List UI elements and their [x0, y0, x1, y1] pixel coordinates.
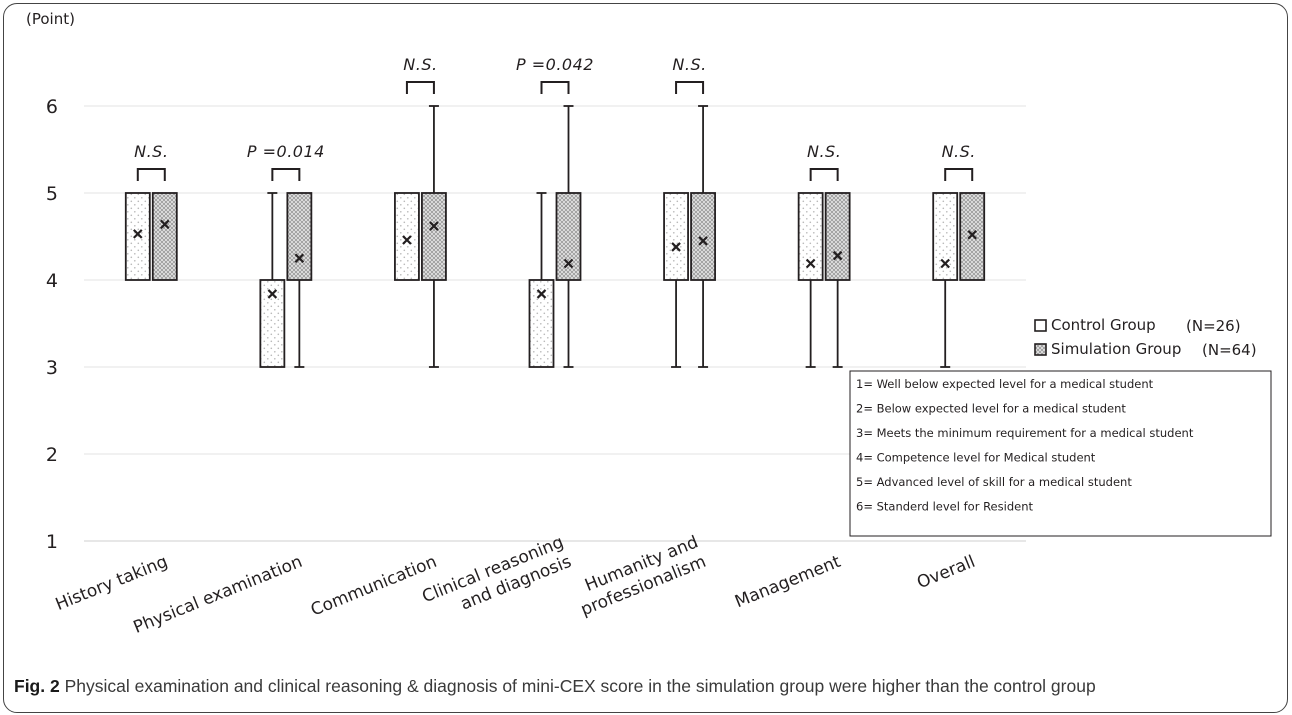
bracket-clinical-reasoning-and-diagnosis	[540, 81, 570, 94]
control-group-history-taking-mean-marker	[133, 229, 143, 239]
simulation-group-clinical-reasoning-and-diagnosis-box	[555, 192, 582, 281]
y-tick-5: 5	[46, 183, 58, 205]
control-group-management-mean-marker	[805, 258, 816, 269]
bracket-overall	[944, 168, 974, 181]
plot-area	[124, 105, 986, 368]
legend-swatch-simulation-group	[1034, 343, 1047, 356]
control-group-communication-box	[394, 192, 420, 281]
legend-label-control-group: Control Group	[1051, 316, 1156, 334]
simulation-group-overall-box	[959, 192, 986, 281]
x-tick-line: Management	[732, 552, 844, 613]
simulation-group-clinical-reasoning-and-diagnosis-mean-marker	[563, 258, 574, 269]
significance-brackets: N.S. P =0.014 N.S. P =0.042 N.S. N.S. N.S.	[134, 55, 976, 181]
simulation-group-humanity-and-professionalism-box	[690, 192, 716, 281]
legend-swatch-control-group	[1034, 319, 1047, 332]
control-group-overall-mean-marker	[940, 258, 950, 269]
simulation-group-communication-mean-marker	[429, 221, 439, 231]
simulation-group-overall-mean-marker	[967, 229, 977, 240]
caption-label: Fig. 2	[14, 676, 60, 696]
control-group-management-box	[797, 192, 824, 281]
x-tick-line: Communication	[308, 552, 440, 621]
caption-text: Physical examination and clinical reason…	[64, 676, 1096, 696]
significance-label-physical-examination: P =0.014	[247, 142, 325, 161]
bracket-history-taking	[136, 168, 166, 181]
figure-caption: Fig. 2 Physical examination and clinical…	[14, 676, 1274, 697]
scale-legend-item-5: 5= Advanced level of skill for a medical…	[856, 475, 1132, 489]
x-tick-line: History taking	[53, 552, 171, 615]
y-tick-6: 6	[46, 96, 58, 118]
legend-count-control-group: (N=26)	[1186, 317, 1241, 335]
simulation-group-management-mean-marker	[832, 250, 843, 261]
scale-legend: 1= Well below expected level for a medic…	[849, 370, 1272, 537]
significance-label-communication: N.S.	[403, 55, 437, 74]
control-group-humanity-and-professionalism-box	[663, 192, 689, 281]
x-tick-overall: Overall	[914, 552, 978, 593]
scale-legend-item-1: 1= Well below expected level for a medic…	[856, 377, 1154, 391]
y-tick-2: 2	[46, 444, 58, 466]
series-legend: Control Group (N=26) Simulation Group (N=64…	[1034, 316, 1257, 359]
simulation-group-physical-examination-mean-marker	[294, 253, 305, 264]
control-group-humanity-and-professionalism-mean-marker	[671, 242, 681, 252]
legend-count-simulation-group: (N=64)	[1202, 341, 1257, 359]
control-group-overall-box	[932, 192, 959, 281]
scale-legend-box	[849, 370, 1272, 537]
simulation-group-history-taking-mean-marker	[160, 219, 170, 230]
x-tick-line: Overall	[914, 552, 978, 593]
bracket-humanity-and-professionalism	[675, 81, 705, 94]
simulation-group-communication-box	[421, 192, 447, 281]
simulation-group-humanity-and-professionalism-mean-marker	[698, 236, 708, 246]
control-group-communication-mean-marker	[402, 235, 412, 245]
bracket-communication	[405, 81, 435, 94]
significance-label-overall: N.S.	[942, 142, 976, 161]
bracket-management	[809, 168, 839, 181]
x-tick-history-taking: History taking	[53, 552, 171, 615]
simulation-group-management-box	[824, 192, 851, 281]
x-tick-communication: Communication	[308, 552, 440, 621]
significance-label-clinical-reasoning-and-diagnosis: P =0.042	[516, 55, 594, 74]
figure-frame	[3, 3, 1288, 713]
x-tick-management: Management	[732, 552, 844, 613]
y-tick-1: 1	[46, 531, 58, 553]
y-unit-label: (Point)	[26, 10, 75, 28]
legend-label-simulation-group: Simulation Group	[1051, 340, 1181, 358]
bracket-physical-examination	[271, 168, 301, 181]
significance-label-history-taking: N.S.	[134, 142, 168, 161]
scale-legend-item-4: 4= Competence level for Medical student	[856, 451, 1096, 465]
significance-label-humanity-and-professionalism: N.S.	[672, 55, 706, 74]
y-axis: (Point) 1 2 3 4 5 6	[26, 10, 75, 553]
scale-legend-item-3: 3= Meets the minimum requirement for a m…	[856, 426, 1194, 440]
control-group-clinical-reasoning-and-diagnosis-mean-marker	[536, 289, 547, 299]
y-tick-4: 4	[46, 270, 58, 292]
control-group-physical-examination-mean-marker	[267, 289, 278, 299]
y-tick-3: 3	[46, 357, 58, 379]
simulation-group-physical-examination-box	[286, 192, 313, 281]
control-group-history-taking-box	[124, 192, 151, 281]
significance-label-management: N.S.	[807, 142, 841, 161]
scale-legend-item-6: 6= Standerd level for Resident	[856, 500, 1033, 514]
scale-legend-item-2: 2= Below expected level for a medical st…	[856, 402, 1126, 416]
simulation-group-history-taking-box	[151, 192, 178, 281]
